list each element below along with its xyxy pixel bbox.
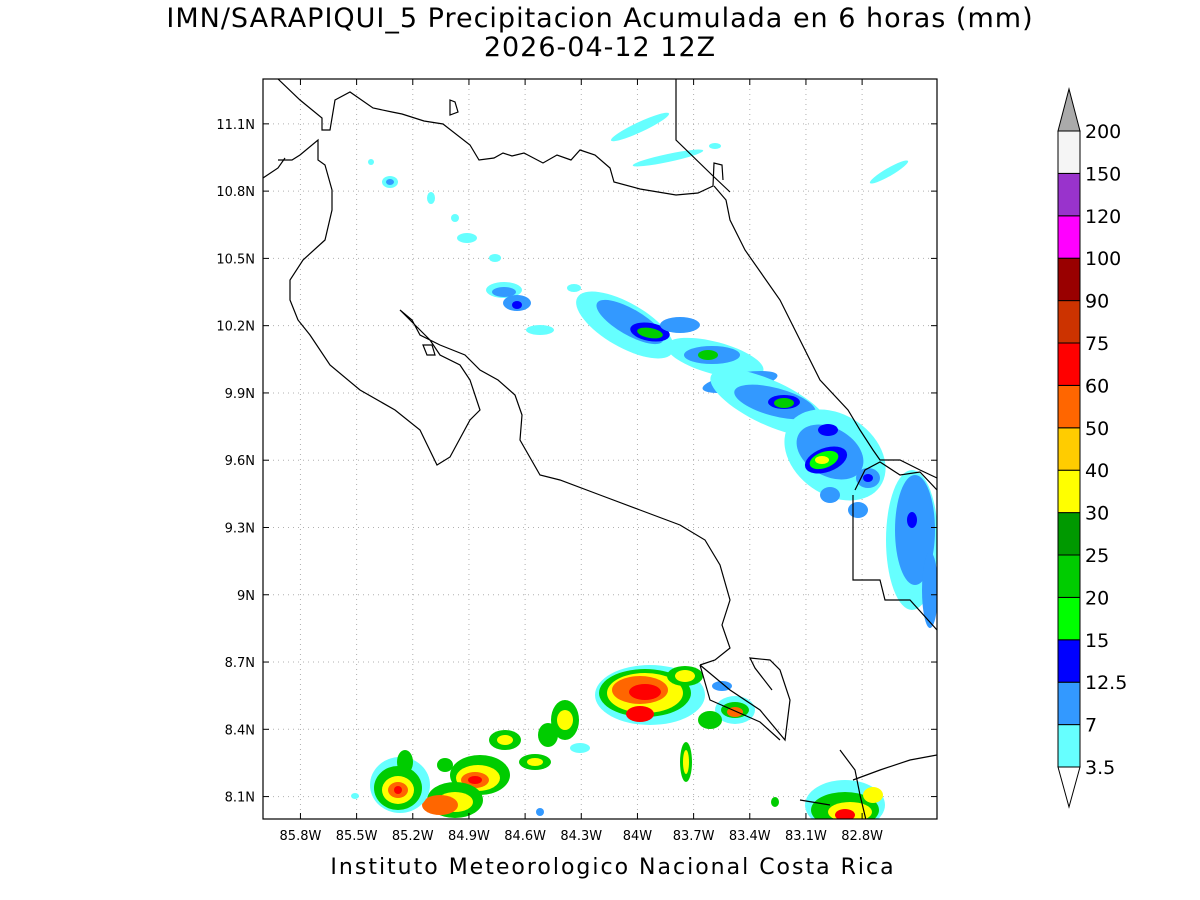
lon-tick-label: 84.9W (448, 829, 490, 844)
map-title: IMN/SARAPIQUI_5 Precipitacion Acumulada … (166, 3, 1034, 34)
colorbar: 3.5 7 12.5 15 20 25 30 40 50 60 75 90 100 120 150 200 (1057, 87, 1127, 809)
lon-tick-label: 84W (623, 829, 653, 844)
colorbar-swatch (1057, 554, 1081, 598)
colorbar-label: 30 (1085, 503, 1109, 525)
colorbar-swatch (1057, 172, 1081, 217)
colorbar-label: 7 (1085, 715, 1097, 737)
lat-tick-label: 10.5N (216, 252, 255, 267)
colorbar-swatch (1057, 342, 1081, 386)
colorbar-label: 50 (1085, 418, 1109, 440)
colorbar-swatch (1057, 130, 1081, 174)
colorbar-swatch (1057, 639, 1081, 683)
lat-tick-label: 9N (237, 589, 255, 604)
lon-tick-label: 83.7W (673, 829, 715, 844)
colorbar-label: 100 (1085, 248, 1121, 270)
colorbar-label: 3.5 (1085, 757, 1115, 779)
lon-tick-label: 85.5W (336, 829, 378, 844)
colorbar-swatch (1057, 427, 1081, 471)
colorbar-swatch (1057, 384, 1081, 429)
lat-tick-label: 8.1N (225, 791, 255, 806)
colorbar-swatch (1057, 300, 1081, 344)
lon-tick-label: 84.3W (560, 829, 602, 844)
colorbar-label: 90 (1085, 291, 1109, 313)
lat-tick-label: 11.1N (216, 118, 255, 133)
lat-tick-label: 9.6N (225, 454, 255, 469)
lon-tick-label: 83.1W (785, 829, 827, 844)
colorbar-swatch (1057, 512, 1081, 556)
lat-tick-label: 9.3N (225, 521, 255, 536)
lon-tick-label: 82.8W (841, 829, 883, 844)
lat-tick-label: 10.2N (216, 320, 255, 335)
lon-tick-label: 83.4W (729, 829, 771, 844)
lat-tick-label: 9.9N (225, 387, 255, 402)
colorbar-label: 20 (1085, 587, 1109, 609)
colorbar-label: 40 (1085, 460, 1109, 482)
coastline (263, 79, 937, 819)
colorbar-swatch (1057, 469, 1081, 514)
colorbar-label: 15 (1085, 630, 1109, 652)
colorbar-label: 120 (1085, 206, 1121, 228)
lon-tick-label: 85.8W (280, 829, 322, 844)
lon-tick-label: 84.6W (504, 829, 546, 844)
lon-tick-label: 85.2W (392, 829, 434, 844)
lat-tick-label: 8.7N (225, 656, 255, 671)
precipitation-field (351, 112, 937, 819)
lat-tick-label: 10.8N (216, 185, 255, 200)
colorbar-swatch (1057, 257, 1081, 302)
colorbar-swatch (1057, 596, 1081, 641)
map-subtitle-datetime: 2026-04-12 12Z (483, 32, 717, 63)
colorbar-label: 25 (1085, 545, 1109, 567)
colorbar-swatch (1057, 681, 1081, 726)
colorbar-arrow-high (1057, 87, 1081, 132)
colorbar-label: 200 (1085, 121, 1121, 143)
footer-credit: Instituto Meteorologico Nacional Costa R… (330, 855, 896, 880)
colorbar-arrow-low (1057, 766, 1081, 809)
colorbar-swatch (1057, 724, 1081, 768)
plot-frame (262, 78, 938, 820)
colorbar-label: 75 (1085, 333, 1109, 355)
lat-tick-label: 8.4N (225, 723, 255, 738)
colorbar-swatch (1057, 215, 1081, 259)
colorbar-label: 60 (1085, 375, 1109, 397)
axis-ticks: 85.8W 85.5W 85.2W 84.9W 84.6W 84.3W 84W 83.7W 83… (216, 79, 937, 844)
colorbar-label: 150 (1085, 163, 1121, 185)
colorbar-label: 12.5 (1085, 672, 1127, 694)
